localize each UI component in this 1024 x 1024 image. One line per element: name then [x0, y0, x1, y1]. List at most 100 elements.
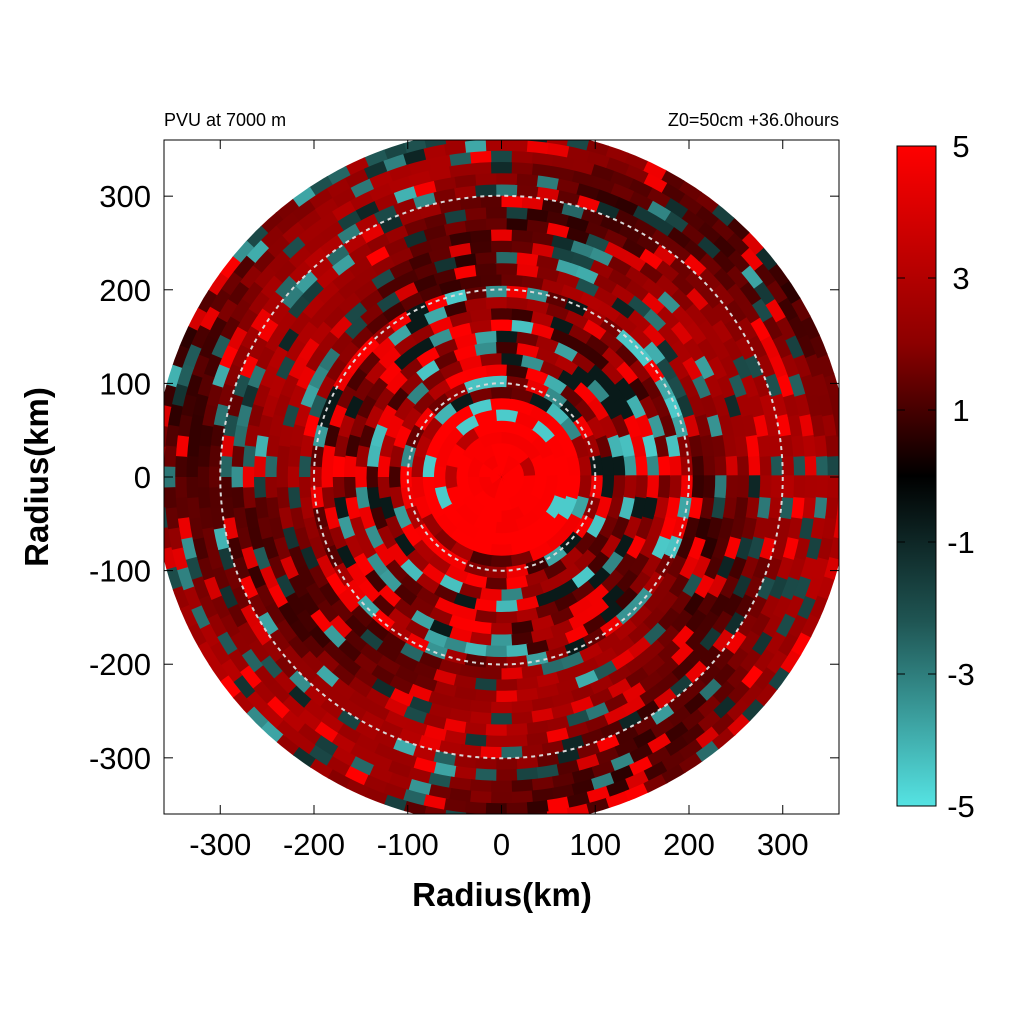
pv-cell	[418, 651, 444, 671]
pv-cell	[299, 280, 324, 305]
pv-cell	[608, 169, 634, 189]
pv-cell	[558, 383, 584, 408]
x-axis-label: Radius(km)	[412, 876, 592, 913]
pv-cell	[661, 749, 687, 772]
pv-cell	[420, 369, 446, 392]
pv-cell	[231, 255, 256, 281]
pv-cell	[364, 569, 388, 595]
pv-cell	[433, 584, 460, 605]
pv-cell	[308, 625, 333, 650]
pv-cell	[539, 573, 566, 594]
pv-cell	[392, 185, 417, 205]
pv-cell	[406, 549, 431, 574]
pv-cell	[809, 594, 830, 620]
pv-cell	[530, 433, 554, 459]
pv-cell	[398, 357, 423, 381]
pv-cell	[394, 652, 420, 674]
pv-cell	[427, 553, 453, 576]
pv-cell	[389, 687, 415, 708]
pv-cell	[699, 677, 724, 702]
pv-cell	[384, 414, 405, 441]
pv-cell	[775, 412, 792, 437]
pv-cell	[554, 591, 580, 613]
pv-cell	[626, 533, 648, 560]
pv-cell	[308, 321, 333, 347]
pv-cell	[693, 354, 715, 380]
pv-cell	[770, 454, 784, 477]
pv-cell	[250, 621, 273, 648]
pv-cell	[264, 477, 278, 500]
pv-cell	[573, 513, 595, 539]
pv-cell	[613, 195, 639, 216]
pv-cell	[722, 335, 744, 361]
pv-cell	[170, 344, 190, 370]
pv-cell	[426, 379, 451, 402]
pv-cell	[251, 249, 276, 275]
pv-cell	[564, 226, 590, 245]
pv-cell	[372, 204, 398, 225]
y-tick-label: -200	[89, 647, 151, 682]
pv-cell	[600, 360, 625, 385]
pv-cell	[394, 665, 421, 686]
pv-cell	[164, 364, 183, 389]
pv-cell	[827, 454, 839, 477]
pv-cell	[635, 514, 655, 540]
pv-cell	[252, 546, 272, 572]
pv-cell	[663, 196, 689, 219]
pv-cell	[669, 475, 683, 499]
pv-cell	[554, 475, 570, 500]
pv-cell	[654, 495, 670, 520]
pv-cell	[725, 454, 739, 477]
pv-cell	[463, 285, 487, 301]
pv-cell	[474, 598, 499, 613]
pv-cell	[399, 642, 426, 664]
pv-cell	[575, 669, 601, 689]
pv-cell	[780, 648, 803, 674]
pv-cell	[610, 751, 636, 772]
pv-cell	[641, 159, 668, 180]
pv-cell	[511, 631, 535, 647]
pv-cell	[468, 229, 492, 243]
pv-cell	[267, 680, 292, 706]
pv-cell	[254, 435, 269, 459]
pv-cell	[434, 486, 453, 511]
pv-cell	[343, 477, 357, 501]
pv-cell	[315, 375, 336, 401]
pv-cell	[702, 475, 716, 499]
pv-cell	[437, 360, 464, 381]
pv-cell	[530, 242, 555, 258]
pv-cell	[208, 466, 221, 490]
pv-cell	[473, 262, 497, 277]
pv-cell	[752, 412, 769, 438]
pv-cell	[760, 593, 781, 619]
pv-cell	[660, 168, 686, 190]
pv-cell	[691, 373, 712, 399]
pv-cell	[598, 329, 624, 353]
pv-cell	[391, 197, 417, 217]
pv-cell	[683, 676, 709, 701]
pv-cell	[642, 605, 667, 631]
pv-cell	[711, 299, 735, 325]
pv-cell	[444, 729, 469, 746]
pv-cell	[556, 664, 582, 684]
pv-cell	[741, 554, 760, 580]
pv-cell	[287, 260, 312, 285]
pv-cell	[467, 319, 492, 335]
pv-cell	[600, 345, 625, 370]
pv-cell	[514, 342, 540, 359]
pv-cell	[208, 487, 223, 511]
pv-cell	[348, 676, 374, 699]
pv-cell	[615, 601, 641, 626]
pv-cell	[623, 413, 643, 439]
pv-cell	[531, 707, 556, 724]
pv-cell	[401, 229, 427, 249]
pv-cell	[370, 336, 396, 361]
pv-cell	[364, 525, 385, 551]
pv-cell	[545, 632, 571, 652]
pv-cell	[176, 363, 195, 389]
pv-cell	[623, 453, 638, 477]
pv-cell	[170, 586, 190, 612]
pv-cell	[838, 475, 839, 498]
pv-cell	[712, 535, 731, 561]
pv-cell	[634, 412, 654, 438]
